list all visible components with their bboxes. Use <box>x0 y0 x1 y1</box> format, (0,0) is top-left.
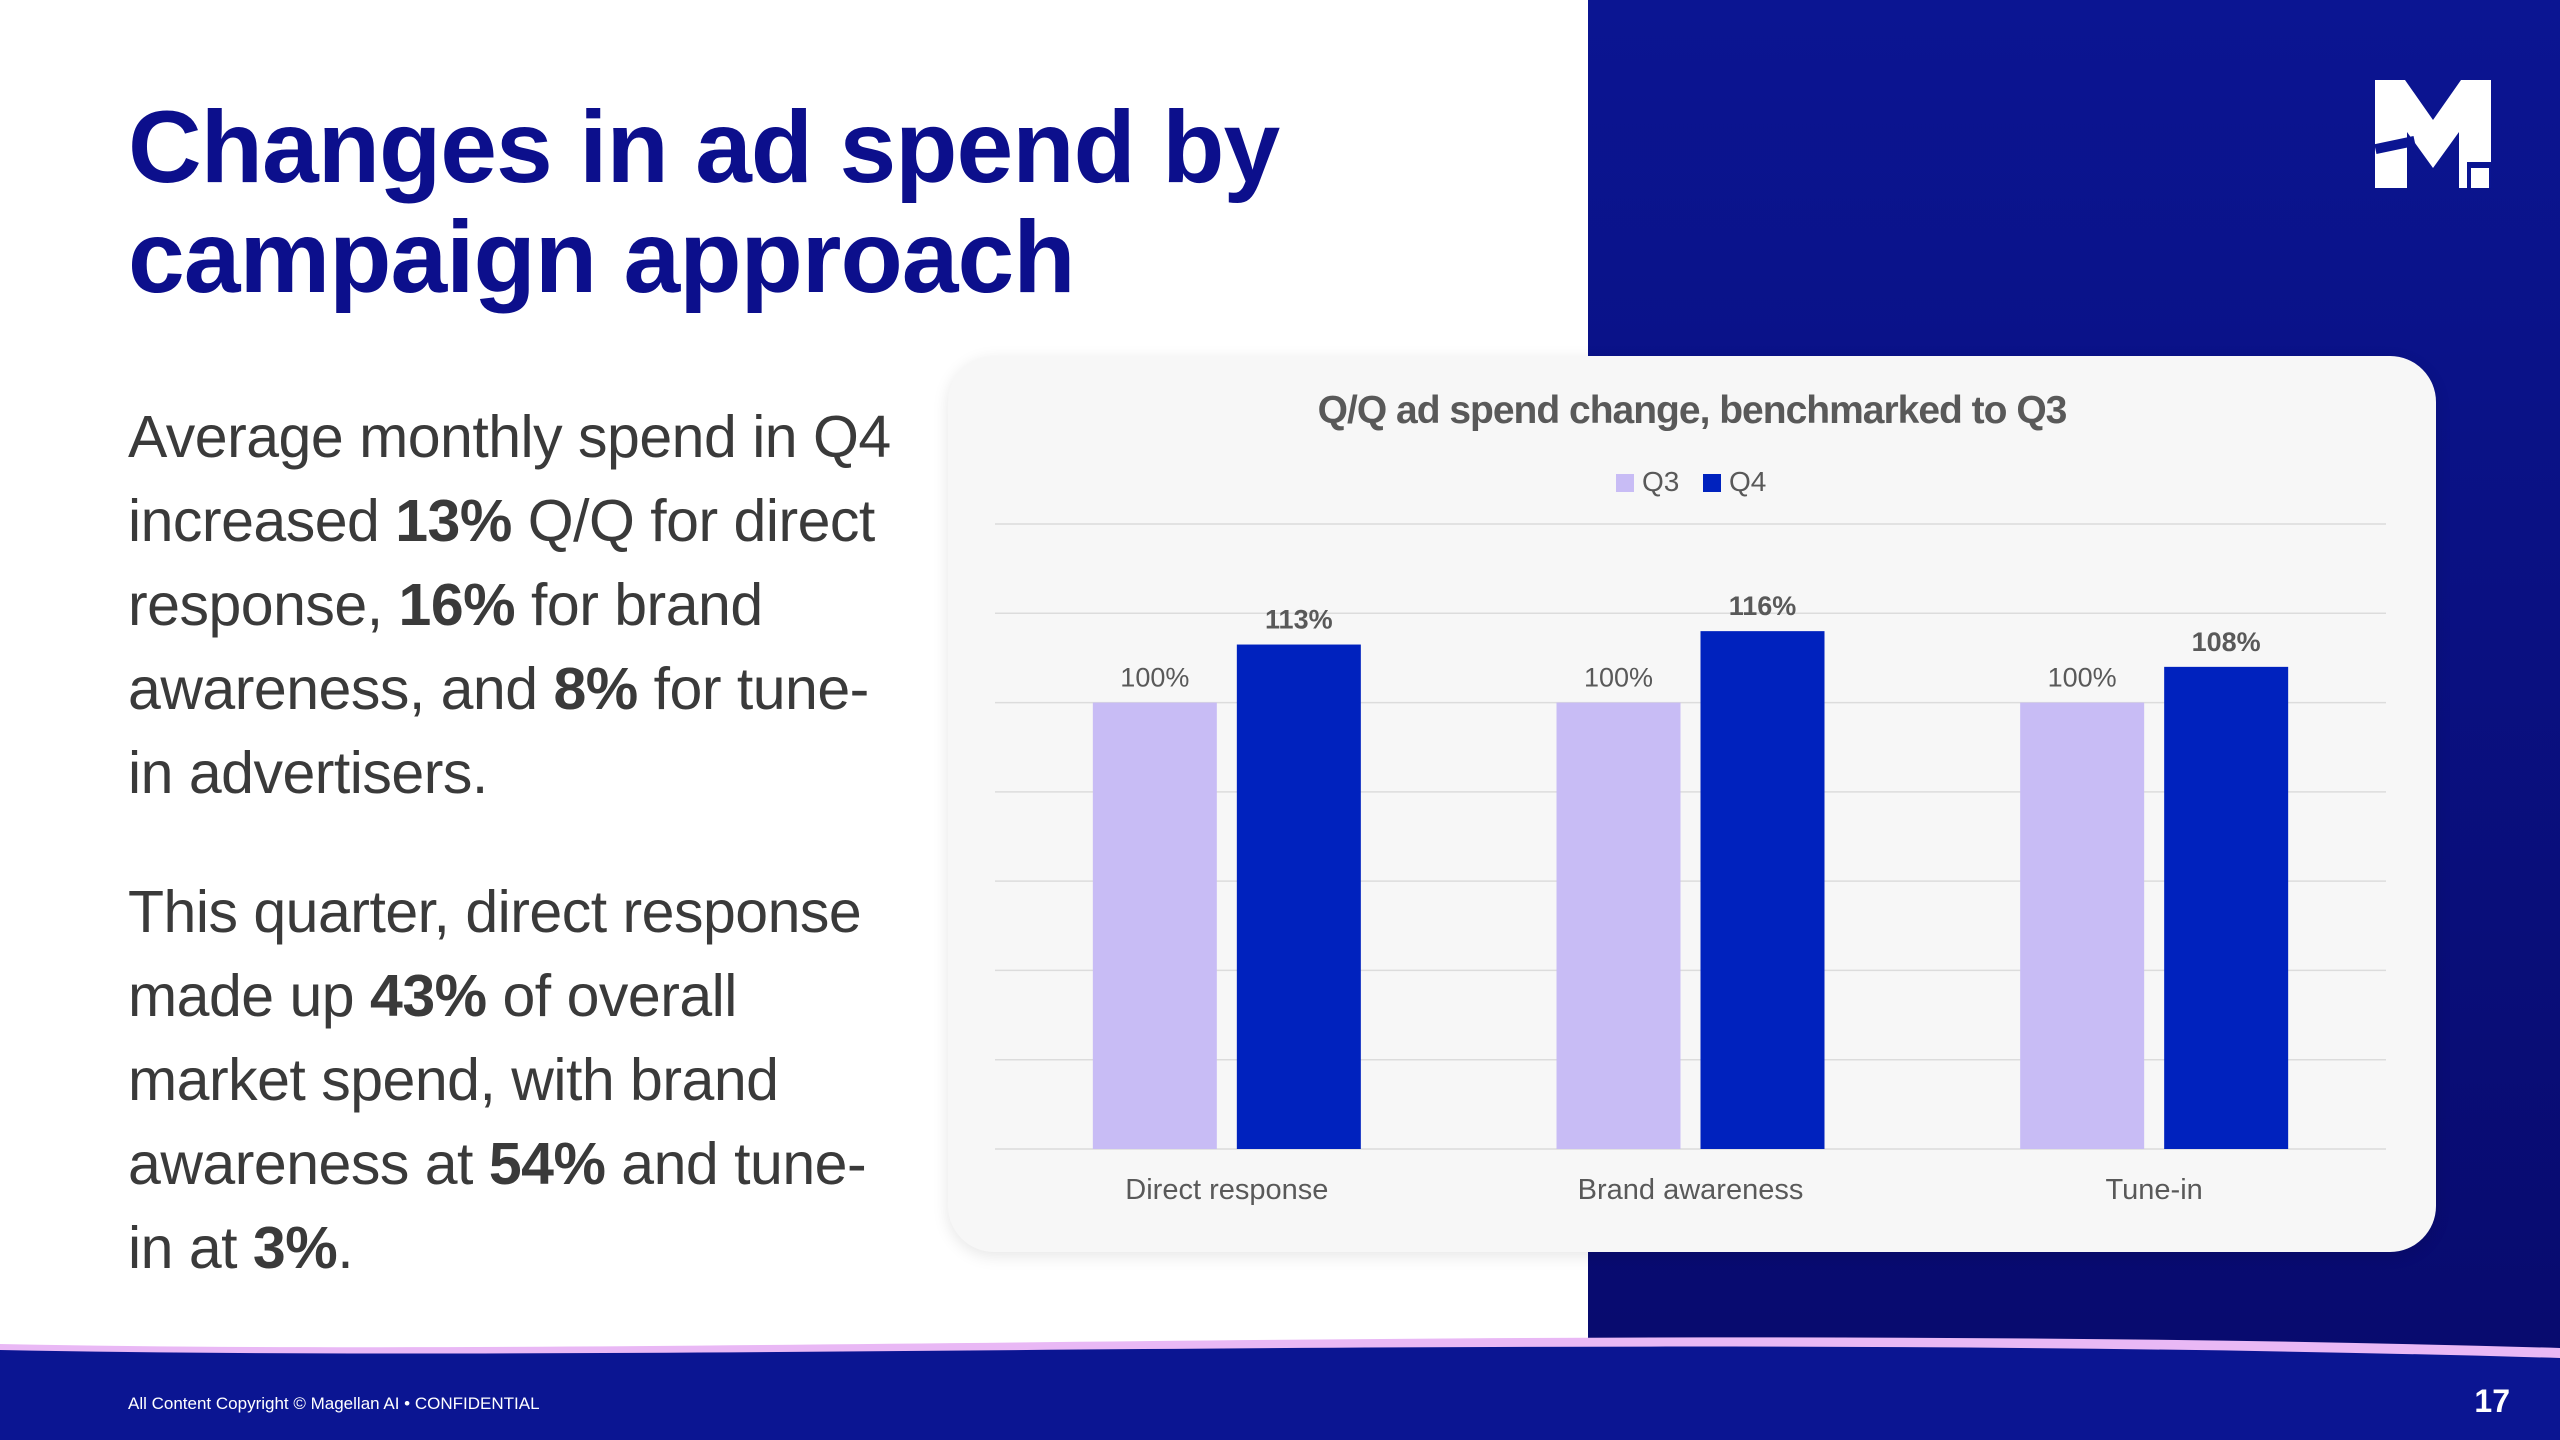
legend-swatch-q4 <box>1703 474 1721 492</box>
summary-paragraph-spend-change: Average monthly spend in Q4 increased 13… <box>128 395 908 815</box>
paragraph1-run-2: Q/Q for direct response, <box>128 488 875 638</box>
paragraph1-run-3: 16% <box>398 572 516 638</box>
copyright-text: All Content Copyright © Magellan AI • CO… <box>128 1394 540 1413</box>
category-label: Tune-in <box>2106 1174 2203 1206</box>
category-label: Direct response <box>1125 1174 1328 1206</box>
bar-q4-direct-response <box>1236 644 1361 1149</box>
page-title: Changes in ad spend by campaign approach <box>128 90 1280 314</box>
footer-wave <box>0 1337 2560 1440</box>
paragraph1-run-1: 13% <box>395 488 512 554</box>
paragraph2-run-3: 54% <box>488 1131 606 1197</box>
paragraph1-run-0: Average monthly spend in Q4 increased <box>128 404 891 554</box>
paragraph1-run-4: for brand awareness, and <box>128 572 763 722</box>
data-label-q4: 108% <box>2192 627 2261 657</box>
data-label-q4: 116% <box>1729 591 1797 621</box>
paragraph2-run-6: . <box>337 1215 354 1281</box>
bar-chart: Q/Q ad spend change, benchmarked to Q3 Q3… <box>995 389 2386 1206</box>
legend-label-q4: Q4 <box>1729 466 1766 497</box>
data-label-q3: 100% <box>1584 663 1653 693</box>
paragraph2-run-2: of overall market spend, with brand awar… <box>128 963 779 1197</box>
bar-q3-tune-in <box>2020 702 2145 1149</box>
legend-label-q3: Q3 <box>1642 466 1679 497</box>
bar-q4-tune-in <box>2164 666 2289 1149</box>
bar-q3-direct-response <box>1092 702 1217 1149</box>
paragraph1-run-5: 8% <box>553 656 638 722</box>
bar-q3-brand-awareness <box>1556 702 1681 1149</box>
paragraph2-run-4: and tune-in at <box>128 1131 867 1281</box>
page-number: 17 <box>2474 1383 2510 1419</box>
data-label-q4: 113% <box>1265 605 1333 635</box>
data-label-q3: 100% <box>2048 663 2117 693</box>
data-label-q3: 100% <box>1120 663 1189 693</box>
magellan-logo-icon <box>2375 80 2491 188</box>
legend-swatch-q3 <box>1616 474 1634 492</box>
chart-card: Q/Q ad spend change, benchmarked to Q3 Q3… <box>948 356 2436 1252</box>
paragraph2-run-0: This quarter, direct response made up <box>128 879 862 1029</box>
summary-paragraph-market-share: This quarter, direct response made up 43… <box>128 870 908 1290</box>
chart-title: Q/Q ad spend change, benchmarked to Q3 <box>1318 389 2067 432</box>
paragraph1-run-6: for tune-in advertisers. <box>128 656 869 806</box>
paragraph2-run-1: 43% <box>370 963 487 1029</box>
category-label: Brand awareness <box>1578 1174 1804 1206</box>
paragraph2-run-5: 3% <box>252 1215 338 1281</box>
bar-q4-brand-awareness <box>1700 631 1825 1149</box>
